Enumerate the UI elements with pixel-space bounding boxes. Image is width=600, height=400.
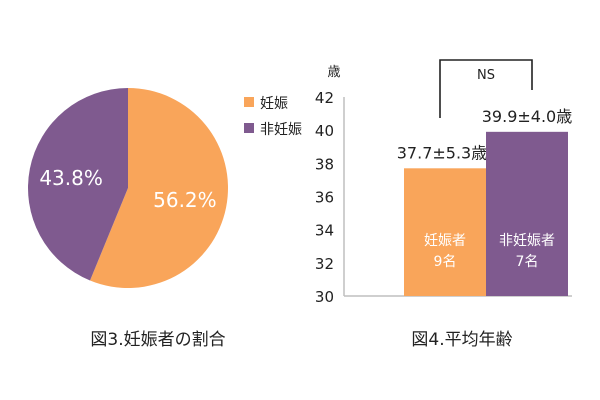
- bar-inner-count: 9名: [434, 254, 457, 270]
- bar-inner-name: 妊娠者: [424, 233, 466, 249]
- pie-slice-label: 56.2%: [153, 188, 217, 212]
- bar-inner-name: 非妊娠者: [499, 233, 555, 249]
- bar-pregnant: [404, 168, 486, 296]
- y-tick-label: 40: [315, 122, 334, 140]
- bar-chart-caption: 図4.平均年齢: [411, 330, 512, 350]
- pie-chart: 56.2% 43.8%: [28, 88, 229, 288]
- significance-bracket: [439, 59, 533, 118]
- pie-chart-caption: 図3.妊娠者の割合: [90, 330, 225, 350]
- y-tick-label: 32: [315, 255, 334, 273]
- pie-slice-non-pregnant: [28, 88, 129, 281]
- y-tick-label: 42: [315, 89, 334, 107]
- bar-inner-count: 7名: [516, 254, 539, 270]
- legend-swatch: [244, 97, 254, 107]
- pie-slice-pregnant: [90, 88, 229, 288]
- pie-slice-label: 43.8%: [39, 166, 103, 190]
- bar-value-label: 37.7±5.3歳: [397, 143, 487, 162]
- legend-swatch: [244, 123, 254, 133]
- y-tick-label: 38: [315, 155, 334, 173]
- bar-value-label: 39.9±4.0歳: [482, 107, 572, 126]
- y-tick-label: 30: [315, 288, 334, 306]
- y-tick-label: 36: [315, 189, 334, 207]
- bar-non-pregnant: [486, 131, 568, 296]
- significance-label: NS: [477, 68, 495, 83]
- y-axis-unit: 歳: [327, 65, 340, 80]
- y-tick-label: 34: [315, 222, 334, 240]
- legend-label: 非妊娠: [260, 122, 302, 138]
- legend-label: 妊娠: [260, 96, 288, 112]
